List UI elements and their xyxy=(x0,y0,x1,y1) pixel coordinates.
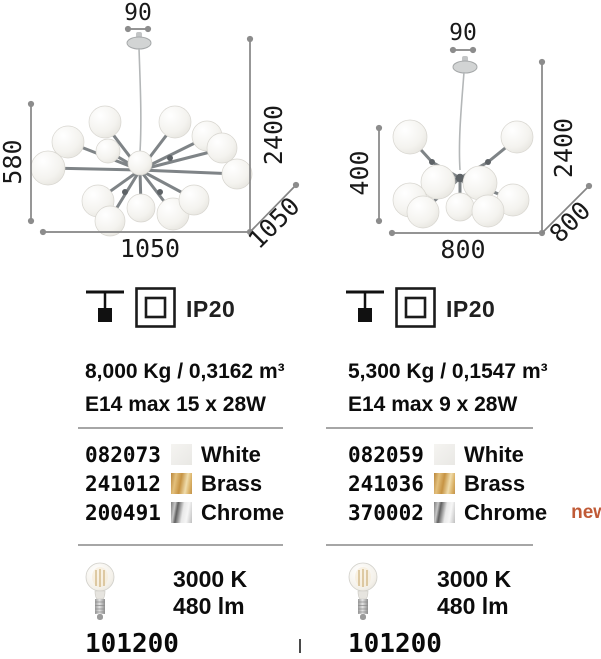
divider xyxy=(78,544,283,546)
dim-fixture-height-label: 580 xyxy=(0,139,27,184)
finish-swatch-brass xyxy=(434,473,455,494)
spec-block: 8,000 Kg / 0,3162 m³ E14 max 15 x 28W xyxy=(85,355,285,421)
finish-code: 082059 xyxy=(348,442,424,467)
finish-name: Brass xyxy=(464,470,526,496)
chandelier-globes xyxy=(392,119,534,229)
dim-canopy-width: 90 xyxy=(124,0,152,33)
suspension-cable xyxy=(458,71,465,171)
filament-bulb-icon xyxy=(348,562,378,620)
bulb-spec: 3000 K 480 lm xyxy=(437,566,511,620)
finish-row: 241036 Brass xyxy=(348,469,601,498)
finish-list: 082059 White 241036 Brass 370002 Chrome … xyxy=(348,440,601,527)
weight-volume: 8,000 Kg / 0,3162 m³ xyxy=(85,360,285,383)
class-ii-double-square-icon xyxy=(395,287,436,328)
dim-depth-label: 800 xyxy=(544,196,596,248)
pendant-suspension-icon xyxy=(346,290,384,322)
socket-spec: E14 max 9 x 28W xyxy=(348,393,518,416)
dim-width-label: 800 xyxy=(440,235,485,264)
luminous-flux: 480 lm xyxy=(173,593,245,619)
divider xyxy=(326,427,533,429)
product-column-left: 90 xyxy=(0,0,306,659)
color-temperature: 3000 K xyxy=(173,566,248,592)
finish-name: White xyxy=(464,441,524,467)
finish-row: 082059 White xyxy=(348,440,601,469)
new-badge: new xyxy=(571,501,601,523)
finish-swatch-white xyxy=(434,444,455,465)
pendant-suspension-icon xyxy=(86,290,124,322)
finish-name: Chrome xyxy=(464,499,548,525)
finish-row: 200491 Chrome xyxy=(85,498,284,527)
class-ii-double-square-icon xyxy=(135,287,176,328)
dim-width: 800 xyxy=(388,229,546,264)
finish-code: 082073 xyxy=(85,442,161,467)
bulb-code: 101200 xyxy=(348,629,442,659)
socket-spec: E14 max 15 x 28W xyxy=(85,393,266,416)
finish-name: Chrome xyxy=(201,499,285,525)
dim-depth: 1050 xyxy=(242,181,306,255)
bulb-code: 101200 xyxy=(85,629,179,659)
dim-fixture-height: 400 xyxy=(345,124,383,225)
bulb-spec: 3000 K 480 lm xyxy=(173,566,247,620)
finish-list: 082073 White 241012 Brass 200491 Chrome xyxy=(85,440,284,527)
finish-name: Brass xyxy=(201,470,263,496)
finish-row: 082073 White xyxy=(85,440,284,469)
canopy-stem xyxy=(136,32,142,38)
spec-block: 5,300 Kg / 0,1547 m³ E14 max 9 x 28W xyxy=(348,355,548,421)
weight-volume: 5,300 Kg / 0,1547 m³ xyxy=(348,360,548,383)
finish-row: 370002 Chrome new xyxy=(348,498,601,527)
chandelier-globes xyxy=(30,105,253,237)
dim-depth-label: 1050 xyxy=(242,191,305,254)
dim-canopy-width-label: 90 xyxy=(124,0,152,26)
divider xyxy=(78,427,283,429)
ceiling-canopy xyxy=(452,60,478,74)
dimension-drawing-left: 90 xyxy=(0,0,306,263)
color-temperature: 3000 K xyxy=(437,566,512,592)
ceiling-canopy xyxy=(126,36,152,50)
dim-canopy-width-label: 90 xyxy=(449,20,477,46)
finish-code: 241036 xyxy=(348,471,424,496)
bulb-icon-wrap xyxy=(85,561,115,623)
finish-code: 370002 xyxy=(348,500,424,525)
dim-suspension-height: 2400 xyxy=(538,58,578,233)
dim-width: 1050 xyxy=(39,228,254,263)
finish-code: 200491 xyxy=(85,500,161,525)
finish-swatch-white xyxy=(171,444,192,465)
divider xyxy=(326,544,533,546)
canopy-stem xyxy=(462,56,468,62)
finish-swatch-chrome xyxy=(171,502,192,523)
finish-name: White xyxy=(201,441,261,467)
suspension-cable xyxy=(138,47,142,153)
dim-suspension-height-label: 2400 xyxy=(549,118,578,178)
filament-bulb-icon xyxy=(85,562,115,620)
dim-suspension-height-label: 2400 xyxy=(259,105,288,165)
dim-depth: 800 xyxy=(541,182,596,248)
dimension-drawing-right: 90 xyxy=(345,20,596,264)
chandelier-joints xyxy=(429,159,491,183)
finish-swatch-chrome xyxy=(434,502,455,523)
finish-row: 241012 Brass xyxy=(85,469,284,498)
ip-rating: IP20 xyxy=(186,296,236,322)
finish-swatch-brass xyxy=(171,473,192,494)
dim-fixture-height-label: 400 xyxy=(345,150,374,195)
rating-icons-row: IP20 xyxy=(85,287,235,328)
bulb-icon-wrap xyxy=(348,561,378,623)
dim-canopy-width: 90 xyxy=(449,20,477,54)
luminous-flux: 480 lm xyxy=(437,593,509,619)
dim-fixture-height: 580 xyxy=(0,100,35,225)
dim-suspension-height: 2400 xyxy=(246,35,288,232)
dim-width-label: 1050 xyxy=(120,234,180,263)
finish-code: 241012 xyxy=(85,471,161,496)
table-grid-tick xyxy=(299,639,301,653)
rating-icons-row: IP20 xyxy=(345,287,495,328)
ip-rating: IP20 xyxy=(446,296,496,322)
product-column-right: 90 xyxy=(300,0,601,659)
